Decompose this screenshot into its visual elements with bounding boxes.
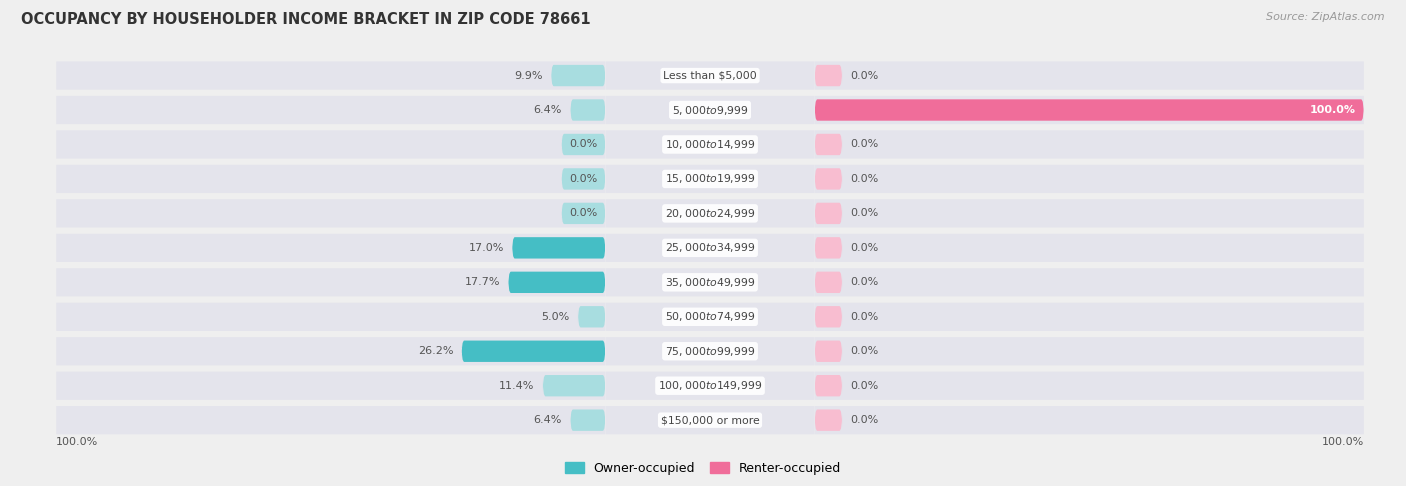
FancyBboxPatch shape (814, 65, 842, 86)
FancyBboxPatch shape (56, 372, 606, 400)
FancyBboxPatch shape (814, 130, 1364, 158)
FancyBboxPatch shape (814, 96, 1364, 124)
FancyBboxPatch shape (606, 406, 814, 434)
Text: 17.7%: 17.7% (464, 278, 501, 287)
Text: 6.4%: 6.4% (534, 105, 562, 115)
Text: 0.0%: 0.0% (851, 70, 879, 81)
FancyBboxPatch shape (814, 303, 1364, 331)
FancyBboxPatch shape (606, 130, 814, 158)
Text: 0.0%: 0.0% (569, 139, 598, 150)
Text: 11.4%: 11.4% (499, 381, 534, 391)
FancyBboxPatch shape (561, 134, 606, 155)
FancyBboxPatch shape (606, 165, 814, 193)
FancyBboxPatch shape (814, 406, 1364, 434)
Text: 0.0%: 0.0% (569, 174, 598, 184)
FancyBboxPatch shape (561, 203, 606, 224)
FancyBboxPatch shape (814, 234, 1364, 262)
Text: $150,000 or more: $150,000 or more (661, 415, 759, 425)
Legend: Owner-occupied, Renter-occupied: Owner-occupied, Renter-occupied (565, 462, 841, 475)
Text: Source: ZipAtlas.com: Source: ZipAtlas.com (1267, 12, 1385, 22)
FancyBboxPatch shape (606, 96, 814, 124)
Text: $15,000 to $19,999: $15,000 to $19,999 (665, 173, 755, 186)
Text: 6.4%: 6.4% (534, 415, 562, 425)
FancyBboxPatch shape (578, 306, 606, 328)
FancyBboxPatch shape (56, 303, 606, 331)
Text: 5.0%: 5.0% (541, 312, 569, 322)
FancyBboxPatch shape (606, 268, 814, 296)
FancyBboxPatch shape (571, 410, 606, 431)
FancyBboxPatch shape (814, 237, 842, 259)
FancyBboxPatch shape (814, 337, 1364, 365)
FancyBboxPatch shape (561, 168, 606, 190)
Text: $25,000 to $34,999: $25,000 to $34,999 (665, 242, 755, 254)
Text: $10,000 to $14,999: $10,000 to $14,999 (665, 138, 755, 151)
Text: 100.0%: 100.0% (56, 437, 98, 448)
FancyBboxPatch shape (551, 65, 606, 86)
FancyBboxPatch shape (461, 341, 606, 362)
Text: Less than $5,000: Less than $5,000 (664, 70, 756, 81)
Text: 0.0%: 0.0% (851, 243, 879, 253)
Text: $5,000 to $9,999: $5,000 to $9,999 (672, 104, 748, 117)
Text: 26.2%: 26.2% (418, 346, 453, 356)
FancyBboxPatch shape (814, 165, 1364, 193)
FancyBboxPatch shape (814, 272, 842, 293)
FancyBboxPatch shape (814, 375, 842, 397)
FancyBboxPatch shape (56, 165, 606, 193)
FancyBboxPatch shape (814, 203, 842, 224)
Text: $20,000 to $24,999: $20,000 to $24,999 (665, 207, 755, 220)
FancyBboxPatch shape (814, 341, 842, 362)
FancyBboxPatch shape (606, 337, 814, 365)
Text: $75,000 to $99,999: $75,000 to $99,999 (665, 345, 755, 358)
FancyBboxPatch shape (606, 372, 814, 400)
FancyBboxPatch shape (56, 268, 606, 296)
Text: 0.0%: 0.0% (851, 208, 879, 218)
FancyBboxPatch shape (606, 234, 814, 262)
FancyBboxPatch shape (814, 199, 1364, 227)
Text: OCCUPANCY BY HOUSEHOLDER INCOME BRACKET IN ZIP CODE 78661: OCCUPANCY BY HOUSEHOLDER INCOME BRACKET … (21, 12, 591, 27)
FancyBboxPatch shape (56, 337, 606, 365)
FancyBboxPatch shape (56, 199, 606, 227)
Text: 100.0%: 100.0% (1322, 437, 1364, 448)
Text: $35,000 to $49,999: $35,000 to $49,999 (665, 276, 755, 289)
FancyBboxPatch shape (814, 410, 842, 431)
FancyBboxPatch shape (543, 375, 606, 397)
FancyBboxPatch shape (814, 268, 1364, 296)
FancyBboxPatch shape (814, 168, 842, 190)
Text: 17.0%: 17.0% (468, 243, 503, 253)
Text: $50,000 to $74,999: $50,000 to $74,999 (665, 310, 755, 323)
FancyBboxPatch shape (814, 372, 1364, 400)
Text: 0.0%: 0.0% (851, 381, 879, 391)
FancyBboxPatch shape (56, 96, 606, 124)
Text: 0.0%: 0.0% (851, 312, 879, 322)
FancyBboxPatch shape (606, 199, 814, 227)
FancyBboxPatch shape (814, 134, 842, 155)
Text: 0.0%: 0.0% (851, 346, 879, 356)
Text: $100,000 to $149,999: $100,000 to $149,999 (658, 379, 762, 392)
FancyBboxPatch shape (814, 306, 842, 328)
FancyBboxPatch shape (512, 237, 606, 259)
Text: 100.0%: 100.0% (1309, 105, 1355, 115)
FancyBboxPatch shape (571, 99, 606, 121)
Text: 9.9%: 9.9% (515, 70, 543, 81)
Text: 0.0%: 0.0% (569, 208, 598, 218)
FancyBboxPatch shape (606, 61, 814, 90)
Text: 0.0%: 0.0% (851, 139, 879, 150)
Text: 0.0%: 0.0% (851, 278, 879, 287)
FancyBboxPatch shape (814, 61, 1364, 90)
FancyBboxPatch shape (56, 406, 606, 434)
FancyBboxPatch shape (814, 99, 1364, 121)
FancyBboxPatch shape (606, 303, 814, 331)
Text: 0.0%: 0.0% (851, 415, 879, 425)
FancyBboxPatch shape (508, 272, 606, 293)
FancyBboxPatch shape (56, 130, 606, 158)
Text: 0.0%: 0.0% (851, 174, 879, 184)
FancyBboxPatch shape (56, 61, 606, 90)
FancyBboxPatch shape (56, 234, 606, 262)
